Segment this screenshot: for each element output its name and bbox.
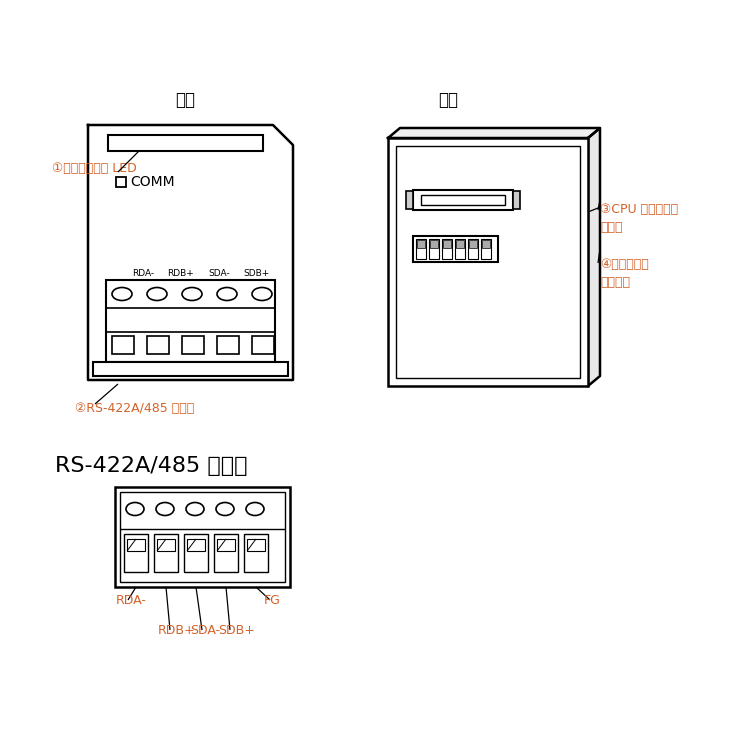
Bar <box>455 239 465 259</box>
Text: 正面: 正面 <box>175 91 195 109</box>
Bar <box>124 534 148 572</box>
Text: SDA-: SDA- <box>190 623 220 637</box>
Text: RDA-: RDA- <box>132 268 154 277</box>
Bar <box>184 534 208 572</box>
Bar <box>244 534 268 572</box>
Text: COMM: COMM <box>130 175 175 189</box>
Bar <box>120 492 285 582</box>
Bar <box>417 240 425 248</box>
Bar <box>112 336 134 354</box>
Text: ④动作设定用
拨动开关: ④动作设定用 拨动开关 <box>600 258 649 289</box>
Ellipse shape <box>126 502 144 516</box>
Bar <box>388 138 588 386</box>
Bar <box>416 239 426 259</box>
Bar <box>116 177 126 187</box>
Bar <box>481 239 491 259</box>
Bar <box>406 191 413 209</box>
Bar <box>430 240 438 248</box>
Text: RS-422A/485 端子台: RS-422A/485 端子台 <box>55 456 247 476</box>
Text: SDA-: SDA- <box>208 268 230 277</box>
Bar <box>157 539 175 551</box>
Bar <box>468 239 478 259</box>
Ellipse shape <box>147 288 167 301</box>
Ellipse shape <box>246 502 264 516</box>
Bar <box>247 539 265 551</box>
Bar <box>513 191 520 209</box>
Text: ③CPU 单元连接用
连接器: ③CPU 单元连接用 连接器 <box>600 203 678 234</box>
Polygon shape <box>388 128 600 138</box>
Bar <box>217 336 239 354</box>
Text: FG: FG <box>264 594 281 606</box>
Polygon shape <box>588 128 600 386</box>
Bar <box>421 195 505 205</box>
Ellipse shape <box>182 288 202 301</box>
Bar <box>217 539 235 551</box>
Text: ②RS-422A/485 连接器: ②RS-422A/485 连接器 <box>75 402 194 414</box>
Bar <box>187 539 205 551</box>
Text: RDB+: RDB+ <box>158 623 196 637</box>
Text: RDB+: RDB+ <box>167 268 194 277</box>
Bar <box>252 336 274 354</box>
Text: RDA-: RDA- <box>116 594 147 606</box>
Bar <box>154 534 178 572</box>
Ellipse shape <box>186 502 204 516</box>
Bar <box>482 240 490 248</box>
Bar <box>429 239 439 259</box>
Bar <box>413 190 513 210</box>
Text: 背面: 背面 <box>438 91 458 109</box>
Bar <box>469 240 477 248</box>
Text: ①通信状态指示 LED: ①通信状态指示 LED <box>52 162 137 174</box>
Bar <box>93 362 288 376</box>
Bar <box>127 539 145 551</box>
Bar <box>443 240 451 248</box>
Text: SDB+: SDB+ <box>244 268 270 277</box>
Ellipse shape <box>112 288 132 301</box>
Bar <box>442 239 452 259</box>
Polygon shape <box>88 125 293 380</box>
Bar <box>396 146 580 378</box>
Bar <box>108 135 263 151</box>
Ellipse shape <box>252 288 272 301</box>
Bar <box>214 534 238 572</box>
Bar <box>106 280 275 362</box>
Bar <box>182 336 204 354</box>
Ellipse shape <box>216 502 234 516</box>
Bar <box>147 336 169 354</box>
Bar <box>115 487 290 587</box>
Bar <box>456 240 464 248</box>
Text: SDB+: SDB+ <box>218 623 255 637</box>
Ellipse shape <box>217 288 237 301</box>
Bar <box>413 236 498 262</box>
Ellipse shape <box>156 502 174 516</box>
